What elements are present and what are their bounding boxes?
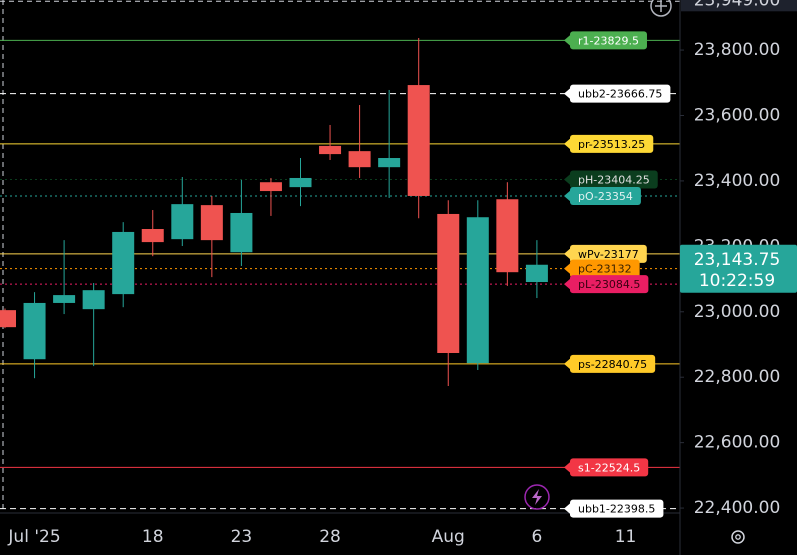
last-price-box	[680, 244, 797, 293]
candle-body	[82, 290, 105, 310]
y-tick-label: 22,800.00	[694, 367, 781, 387]
crosshair-label-box	[681, 0, 797, 12]
level-label: ps-22840.75	[564, 354, 656, 373]
candle-body	[0, 310, 16, 328]
y-tick-label: 22,400.00	[694, 498, 781, 518]
level-label-arrow	[564, 461, 571, 474]
candle-body	[23, 302, 46, 360]
level-label: wPv-23177	[564, 244, 647, 263]
y-tick-label: 23,600.00	[694, 105, 781, 125]
candle-body	[112, 231, 135, 295]
level-label: pH-23404.25	[564, 170, 658, 189]
x-tick-label: Jul '25	[7, 527, 60, 547]
level-label-box	[570, 259, 640, 278]
last-price-label: 23,143.75	[694, 250, 781, 270]
level-label-arrow	[564, 34, 571, 47]
level-label-arrow	[564, 173, 571, 186]
level-label-box	[570, 170, 658, 189]
candle-body	[407, 85, 430, 196]
candle-body	[53, 295, 76, 303]
candle-body	[319, 145, 342, 155]
level-label-text: wPv-23177	[578, 248, 639, 261]
x-tick-label: 11	[615, 527, 637, 547]
settings-icon[interactable]	[731, 530, 745, 544]
level-label-text: ubb1-22398.5	[578, 503, 655, 516]
level-label-arrow	[564, 278, 571, 291]
level-label-box	[570, 458, 649, 477]
candle-body	[200, 205, 223, 241]
level-label-text: s1-22524.5	[578, 461, 640, 474]
candle-body	[437, 213, 460, 354]
level-label-box	[570, 499, 664, 518]
candle-body	[466, 217, 489, 364]
level-label-text: r1-23829.5	[578, 34, 639, 47]
level-label: ubb2-23666.75	[564, 84, 671, 103]
candle-body	[348, 151, 371, 168]
level-label: pr-23513.25	[564, 134, 654, 153]
level-label: r1-23829.5	[564, 31, 647, 50]
level-label-arrow	[564, 137, 571, 150]
candle-body	[289, 177, 312, 188]
crosshair-label: 23,949.00	[694, 0, 781, 10]
y-tick-label: 23,400.00	[694, 171, 781, 191]
level-label-arrow	[564, 262, 571, 275]
candle-body	[525, 264, 548, 283]
y-tick-label: 23,800.00	[694, 40, 781, 60]
level-label-box	[570, 186, 641, 205]
x-tick-label: 28	[319, 527, 341, 547]
level-label-box	[570, 84, 671, 103]
level-label: pC-23132	[564, 259, 640, 278]
countdown: 10:22:59	[699, 271, 775, 291]
level-label-text: ps-22840.75	[578, 358, 647, 371]
level-label-arrow	[564, 357, 571, 370]
level-label-text: pC-23132	[578, 263, 632, 276]
y-tick-label: 22,600.00	[694, 433, 781, 453]
level-label-arrow	[564, 189, 571, 202]
x-tick-label: 18	[142, 527, 164, 547]
level-label-text: pL-23084.5	[578, 278, 640, 291]
x-tick-label: 6	[531, 527, 542, 547]
level-label-box	[570, 244, 647, 263]
add-button[interactable]	[650, 0, 672, 17]
level-label: pO-23354	[564, 186, 641, 205]
candle-body	[141, 229, 164, 243]
candle-body	[230, 212, 253, 253]
level-label-text: pO-23354	[578, 190, 633, 203]
level-label-box	[570, 354, 656, 373]
level-label-text: pr-23513.25	[578, 138, 645, 151]
level-label: ubb1-22398.5	[564, 499, 664, 518]
level-label-arrow	[564, 247, 571, 260]
level-label-box	[570, 275, 649, 294]
level-label-arrow	[564, 502, 571, 515]
axes: 22,400.0022,600.0022,800.0023,000.0023,2…	[7, 40, 780, 547]
candle-body	[496, 199, 519, 273]
level-label-text: ubb2-23666.75	[578, 88, 662, 101]
x-tick-label: 23	[231, 527, 253, 547]
level-label-box	[570, 134, 654, 153]
lightning-icon[interactable]	[524, 484, 550, 510]
level-label-arrow	[564, 87, 571, 100]
level-label-box	[570, 31, 647, 50]
candle-body	[171, 204, 194, 240]
x-tick-label: Aug	[432, 527, 465, 547]
candle-body	[259, 182, 282, 192]
candle-body	[378, 158, 401, 168]
level-label: pL-23084.5	[564, 275, 649, 294]
y-tick-label: 23,000.00	[694, 302, 781, 322]
level-label: s1-22524.5	[564, 458, 649, 477]
level-label-text: pH-23404.25	[578, 174, 650, 187]
